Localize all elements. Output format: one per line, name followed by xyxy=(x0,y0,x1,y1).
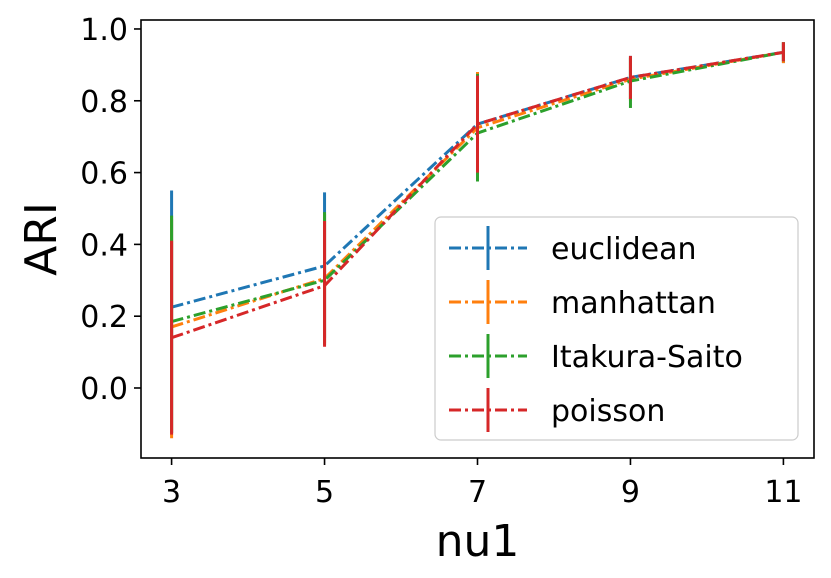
legend-label: Itakura-Saito xyxy=(551,340,743,375)
x-tick-label: 5 xyxy=(315,475,334,510)
x-axis-title: nu1 xyxy=(436,516,520,567)
legend-item: manhattan xyxy=(449,280,716,324)
series-line xyxy=(171,50,784,309)
legend-label: euclidean xyxy=(551,232,697,267)
series-layer xyxy=(170,42,785,439)
x-tick-label: 11 xyxy=(764,475,802,510)
legend-frame xyxy=(434,216,799,441)
legend: euclidean manhattan Itakura-Saito poisson xyxy=(434,216,799,441)
x-tick-label: 3 xyxy=(162,475,181,510)
legend-label: manhattan xyxy=(551,286,716,321)
y-tick-label: 0.8 xyxy=(80,85,128,120)
legend-label: poisson xyxy=(551,394,665,429)
y-tick-label: 0.6 xyxy=(80,157,128,192)
legend-item: euclidean xyxy=(449,226,697,270)
y-tick-label: 0.2 xyxy=(80,300,128,335)
y-tick-label: 0.4 xyxy=(80,228,128,263)
series-poisson xyxy=(170,42,785,435)
axes-layer: 3 5 7 9 11 0.0 0.2 0.4 0.6 0.8 1.0 xyxy=(80,13,802,510)
x-tick-label: 9 xyxy=(621,475,640,510)
legend-item: poisson xyxy=(449,388,665,432)
x-tick-label: 7 xyxy=(468,475,487,510)
y-axis-title: ARI xyxy=(16,202,67,276)
y-tick-label: 0.0 xyxy=(80,372,128,407)
legend-item: Itakura-Saito xyxy=(449,334,743,378)
y-tick-label: 1.0 xyxy=(80,13,128,48)
